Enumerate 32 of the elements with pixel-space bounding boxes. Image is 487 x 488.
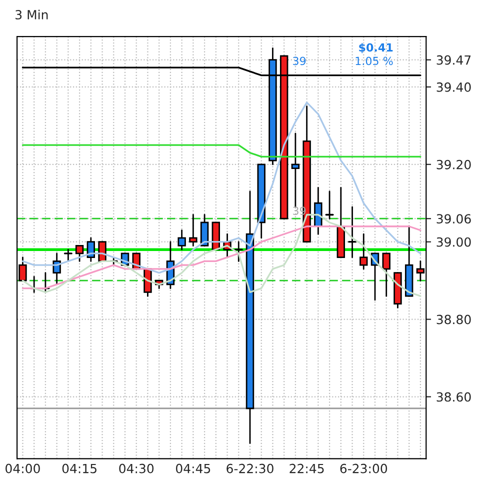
- candlestick: [75, 245, 84, 262]
- candlestick: [200, 214, 209, 246]
- y-tick-label: 38.60: [436, 392, 471, 402]
- chart-title: 3 Min: [16, 10, 48, 20]
- annotation: 39: [293, 56, 306, 66]
- y-tick-label: 39.40: [436, 82, 471, 92]
- x-tick-label: 22:45: [290, 464, 324, 474]
- candlestick: [325, 190, 334, 220]
- candlestick: [360, 233, 368, 270]
- candlestick: [64, 248, 72, 262]
- candlestick: [52, 252, 61, 286]
- candlestick: [348, 206, 357, 258]
- x-tick-label: 6-22:30: [226, 464, 274, 474]
- y-tick-label: 39.47: [436, 55, 471, 65]
- candlestick: [291, 132, 300, 208]
- y-tick-label: 39.20: [436, 160, 471, 170]
- annotation: $0.41: [359, 43, 393, 54]
- y-tick-label: 39.00: [436, 237, 471, 247]
- x-tick-label: 04:45: [176, 464, 210, 474]
- x-tick-label: 6-23:00: [340, 464, 388, 474]
- y-tick-label: 38.80: [436, 314, 471, 324]
- candlestick: [189, 214, 198, 246]
- candlestick: [382, 252, 390, 297]
- x-tick-label: 04:30: [119, 464, 154, 474]
- candlestick: [178, 230, 186, 250]
- line-series: [22, 102, 422, 274]
- y-tick-label: 39.06: [436, 214, 471, 224]
- candlestick: [314, 186, 322, 235]
- annotation: 1.05 %: [356, 56, 393, 66]
- candlestick: [234, 241, 243, 262]
- x-tick-label: 04:00: [6, 464, 40, 474]
- x-tick-label: 04:15: [62, 464, 96, 474]
